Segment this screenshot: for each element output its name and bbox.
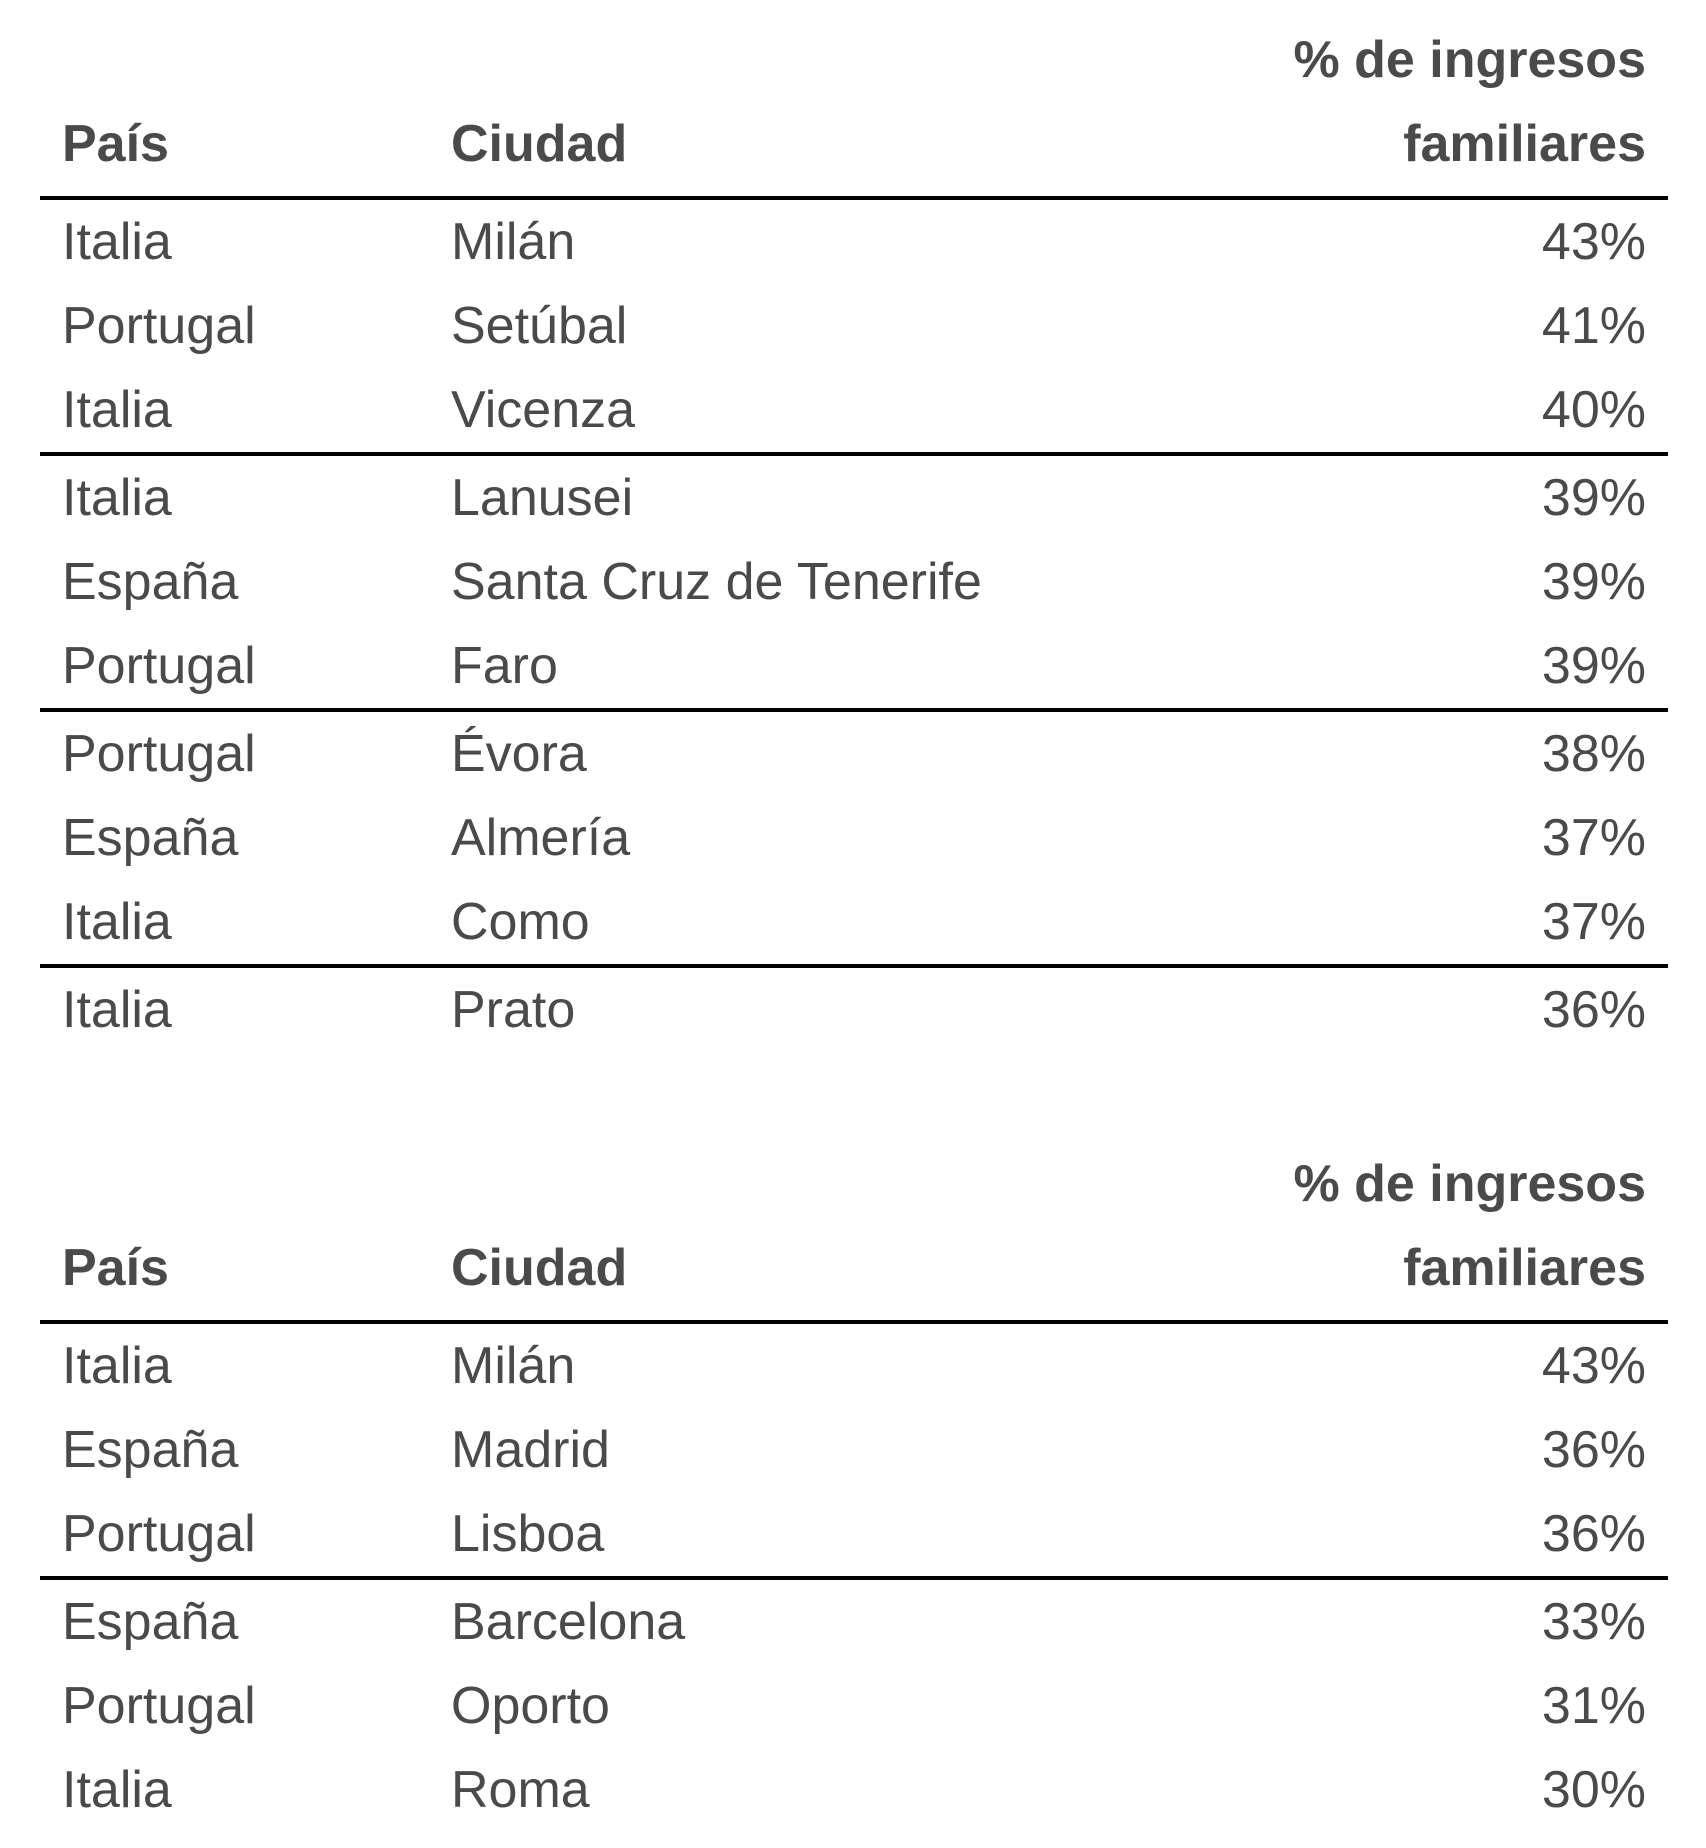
cell-city: Almería — [451, 809, 631, 867]
cell-city: Milán — [451, 213, 576, 271]
header-row: País Ciudad % de ingresos familiares — [40, 1142, 1668, 1322]
cell-country: Portugal — [62, 1505, 256, 1563]
cell-pct: 43% — [1541, 1337, 1646, 1395]
cell-city: Roma — [451, 1761, 590, 1819]
cell-city: Milán — [451, 1337, 576, 1395]
cell-pct: 36% — [1541, 981, 1646, 1039]
table-row: Portugal Faro 39% — [40, 624, 1668, 710]
table-row: España Almería 37% — [40, 796, 1668, 880]
cell-pct: 39% — [1541, 469, 1646, 527]
cell-pct: 43% — [1541, 213, 1646, 271]
cell-country: España — [62, 553, 239, 611]
cell-country: Italia — [62, 981, 172, 1039]
cell-country: España — [62, 1421, 239, 1479]
cell-country: Portugal — [62, 1677, 256, 1735]
cell-pct: 31% — [1541, 1677, 1646, 1735]
income-share-table-bottom: País Ciudad % de ingresos familiares Ita… — [40, 1142, 1668, 1832]
cell-city: Faro — [451, 637, 558, 695]
header-country: País — [62, 1239, 169, 1297]
cell-city: Évora — [451, 725, 587, 783]
cell-city: Oporto — [451, 1677, 610, 1735]
cell-country: Italia — [62, 381, 172, 439]
cell-pct: 37% — [1541, 893, 1646, 951]
cell-city: Barcelona — [451, 1593, 686, 1651]
cell-pct: 41% — [1541, 297, 1646, 355]
table-row: España Barcelona 33% — [40, 1578, 1668, 1664]
cell-pct: 38% — [1541, 725, 1646, 783]
cell-city: Setúbal — [451, 297, 628, 355]
table-row: Italia Milán 43% — [40, 1322, 1668, 1408]
table-row: Italia Roma 30% — [40, 1748, 1668, 1832]
income-share-table-top: País Ciudad % de ingresos familiares Ita… — [40, 18, 1668, 1052]
cell-country: Italia — [62, 1761, 172, 1819]
cell-country: Portugal — [62, 725, 256, 783]
cell-city: Madrid — [451, 1421, 610, 1479]
header-income-pct: % de ingresos familiares — [1229, 1142, 1668, 1322]
cell-country: Italia — [62, 213, 172, 271]
cell-city: Lisboa — [451, 1505, 605, 1563]
cell-country: Italia — [62, 1337, 172, 1395]
table-row: Italia Lanusei 39% — [40, 454, 1668, 540]
table-row: Italia Milán 43% — [40, 198, 1668, 284]
header-city: Ciudad — [451, 1239, 628, 1297]
cell-city: Prato — [451, 981, 576, 1039]
cell-city: Vicenza — [451, 381, 636, 439]
header-row: País Ciudad % de ingresos familiares — [40, 18, 1668, 198]
header-income-pct-line2: familiares — [1403, 1239, 1646, 1297]
table-row: España Santa Cruz de Tenerife 39% — [40, 540, 1668, 624]
table-row: Italia Prato 36% — [40, 966, 1668, 1052]
table-row: Portugal Évora 38% — [40, 710, 1668, 796]
header-income-pct: % de ingresos familiares — [1229, 18, 1668, 198]
cell-city: Como — [451, 893, 590, 951]
cell-country: España — [62, 809, 239, 867]
cell-pct: 36% — [1541, 1421, 1646, 1479]
cell-pct: 37% — [1541, 809, 1646, 867]
table-row: Italia Como 37% — [40, 880, 1668, 966]
table-row: España Madrid 36% — [40, 1408, 1668, 1492]
cell-country: España — [62, 1593, 239, 1651]
cell-city: Santa Cruz de Tenerife — [451, 553, 982, 611]
header-income-pct-line2: familiares — [1403, 115, 1646, 173]
cell-pct: 33% — [1541, 1593, 1646, 1651]
cell-country: Italia — [62, 469, 172, 527]
header-country: País — [62, 115, 169, 173]
cell-country: Portugal — [62, 637, 256, 695]
table-row: Portugal Setúbal 41% — [40, 284, 1668, 368]
cell-pct: 30% — [1541, 1761, 1646, 1819]
cell-pct: 39% — [1541, 553, 1646, 611]
cell-country: Italia — [62, 893, 172, 951]
table-row: Italia Vicenza 40% — [40, 368, 1668, 454]
header-income-pct-line1: % de ingresos — [1293, 31, 1646, 89]
cell-pct: 36% — [1541, 1505, 1646, 1563]
header-income-pct-line1: % de ingresos — [1293, 1155, 1646, 1213]
table-row: Portugal Lisboa 36% — [40, 1492, 1668, 1578]
cell-pct: 39% — [1541, 637, 1646, 695]
cell-country: Portugal — [62, 297, 256, 355]
table-row: Portugal Oporto 31% — [40, 1664, 1668, 1748]
header-city: Ciudad — [451, 115, 628, 173]
cell-pct: 40% — [1541, 381, 1646, 439]
cell-city: Lanusei — [451, 469, 634, 527]
